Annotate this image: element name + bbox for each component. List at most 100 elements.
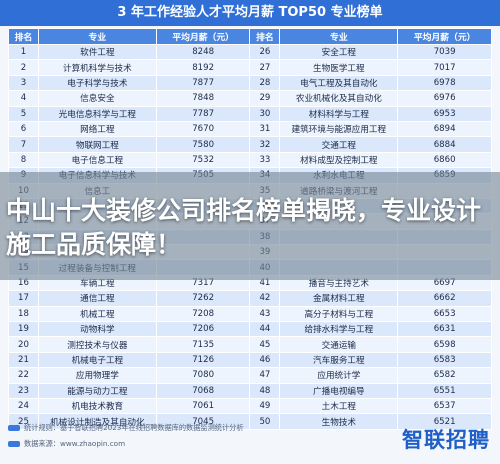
table-row: 17 通信工程 7262 42 金属材料工程 6662 [8, 290, 492, 307]
cell-major-left: 机械电子工程 [37, 351, 157, 369]
cell-salary-left: 7532 [155, 151, 251, 169]
cell-rank-right: 30 [249, 105, 281, 122]
cell-major-right: 金属材料工程 [279, 290, 399, 307]
cell-rank-left: 5 [8, 105, 39, 122]
cell-rank-right: 45 [249, 336, 281, 353]
cell-salary-right: 6953 [397, 105, 492, 122]
cell-major-left: 通信工程 [37, 290, 157, 307]
overlay-headline: 中山十大装修公司排名榜单揭晓，专业设计施工品质保障！ [6, 196, 482, 259]
cell-major-left: 能源与动力工程 [37, 382, 157, 399]
cell-major-right: 生物医学工程 [279, 59, 399, 76]
cell-major-right: 给排水科学与工程 [279, 321, 399, 338]
cell-salary-right: 6583 [397, 351, 492, 369]
cell-rank-left: 23 [8, 382, 39, 399]
table-row: 1 软件工程 8248 26 安全工程 7039 [8, 43, 492, 61]
bullet-icon [8, 441, 20, 447]
cell-salary-left: 7208 [155, 305, 251, 323]
cell-salary-right: 6631 [397, 321, 492, 338]
table-row: 24 机电技术教育 7061 49 土木工程 6537 [8, 397, 492, 415]
cell-major-left: 物联网工程 [37, 136, 157, 153]
cell-salary-right: 7039 [397, 43, 492, 61]
table-row: 4 信息安全 7848 29 农业机械化及其自动化 6976 [8, 90, 492, 107]
cell-rank-left: 3 [8, 74, 39, 92]
overlay-band [0, 172, 500, 280]
cell-rank-left: 18 [8, 305, 39, 323]
cell-major-left: 电子信息工程 [37, 151, 157, 169]
header-major-right: 专业 [279, 28, 399, 45]
cell-rank-left: 2 [8, 59, 39, 76]
footer-rule: 统计规则：基于智联招聘2023年在线招聘数据库的数据监测统计分析 [24, 423, 244, 432]
cell-major-left: 软件工程 [37, 43, 157, 61]
cell-rank-right: 49 [249, 397, 281, 415]
cell-salary-right: 6521 [397, 413, 492, 430]
cell-major-right: 应用统计学 [279, 367, 399, 384]
cell-major-left: 电子科学与技术 [37, 74, 157, 92]
cell-rank-left: 7 [8, 136, 39, 153]
cell-rank-right: 31 [249, 120, 281, 138]
cell-salary-left: 7787 [155, 105, 251, 122]
cell-salary-right: 6537 [397, 397, 492, 415]
cell-rank-left: 1 [8, 43, 39, 61]
table-row: 8 电子信息工程 7532 33 材料成型及控制工程 6860 [8, 151, 492, 169]
cell-major-right: 高分子材料与工程 [279, 305, 399, 323]
cell-rank-left: 6 [8, 120, 39, 138]
cell-rank-left: 20 [8, 336, 39, 353]
cell-salary-left: 7877 [155, 74, 251, 92]
footer-source: 数据来源：www.zhaopin.com [24, 439, 126, 448]
header-salary-left: 平均月薪（元） [155, 28, 251, 45]
cell-major-left: 机电技术教育 [37, 397, 157, 415]
cell-rank-right: 28 [249, 74, 281, 92]
cell-salary-right: 7017 [397, 59, 492, 76]
header-rank-right: 排名 [249, 28, 281, 45]
cell-major-right: 土木工程 [279, 397, 399, 415]
header-rank-left: 排名 [8, 28, 39, 45]
table-row: 5 光电信息科学与工程 7787 30 材料科学与工程 6953 [8, 105, 492, 122]
cell-major-right: 电气工程及其自动化 [279, 74, 399, 92]
table-row: 6 网络工程 7670 31 建筑环境与能源应用工程 6894 [8, 120, 492, 138]
table-row: 23 能源与动力工程 7068 48 广播电视编导 6551 [8, 382, 492, 399]
cell-rank-left: 19 [8, 321, 39, 338]
cell-major-right: 农业机械化及其自动化 [279, 90, 399, 107]
cell-rank-right: 47 [249, 367, 281, 384]
cell-salary-left: 8248 [155, 43, 251, 61]
header-major-left: 专业 [37, 28, 157, 45]
cell-rank-right: 29 [249, 90, 281, 107]
cell-rank-left: 4 [8, 90, 39, 107]
cell-rank-right: 50 [249, 413, 281, 430]
cell-rank-right: 43 [249, 305, 281, 323]
cell-salary-right: 6976 [397, 90, 492, 107]
table-header-row: 排名 专业 平均月薪（元） 排名 专业 平均月薪（元） [8, 28, 492, 45]
cell-major-right: 材料科学与工程 [279, 105, 399, 122]
zhaopin-logo: 智联招聘 [402, 428, 490, 452]
cell-rank-right: 32 [249, 136, 281, 153]
cell-major-right: 材料成型及控制工程 [279, 151, 399, 169]
cell-major-right: 建筑环境与能源应用工程 [279, 120, 399, 138]
cell-salary-right: 6860 [397, 151, 492, 169]
cell-major-left: 光电信息科学与工程 [37, 105, 157, 122]
cell-salary-right: 6551 [397, 382, 492, 399]
table-row: 19 动物科学 7206 44 给排水科学与工程 6631 [8, 321, 492, 338]
cell-salary-right: 6894 [397, 120, 492, 138]
table-row: 2 计算机科学与技术 8192 27 生物医学工程 7017 [8, 59, 492, 76]
cell-salary-left: 8192 [155, 59, 251, 76]
table-row: 21 机械电子工程 7126 46 汽车服务工程 6583 [8, 351, 492, 369]
cell-rank-right: 44 [249, 321, 281, 338]
cell-rank-right: 42 [249, 290, 281, 307]
cell-major-left: 动物科学 [37, 321, 157, 338]
footer-source-line: 数据来源：www.zhaopin.com [8, 438, 125, 450]
cell-rank-left: 24 [8, 397, 39, 415]
cell-major-right: 生物技术 [279, 413, 399, 430]
cell-major-left: 信息安全 [37, 90, 157, 107]
cell-rank-right: 48 [249, 382, 281, 399]
cell-major-left: 计算机科学与技术 [37, 59, 157, 76]
table-row: 18 机械工程 7208 43 高分子材料与工程 6653 [8, 305, 492, 323]
cell-major-right: 汽车服务工程 [279, 351, 399, 369]
cell-salary-right: 6582 [397, 367, 492, 384]
cell-salary-left: 7080 [155, 367, 251, 384]
cell-rank-right: 26 [249, 43, 281, 61]
cell-rank-left: 8 [8, 151, 39, 169]
cell-salary-left: 7206 [155, 321, 251, 338]
cell-salary-right: 6884 [397, 136, 492, 153]
cell-rank-left: 17 [8, 290, 39, 307]
